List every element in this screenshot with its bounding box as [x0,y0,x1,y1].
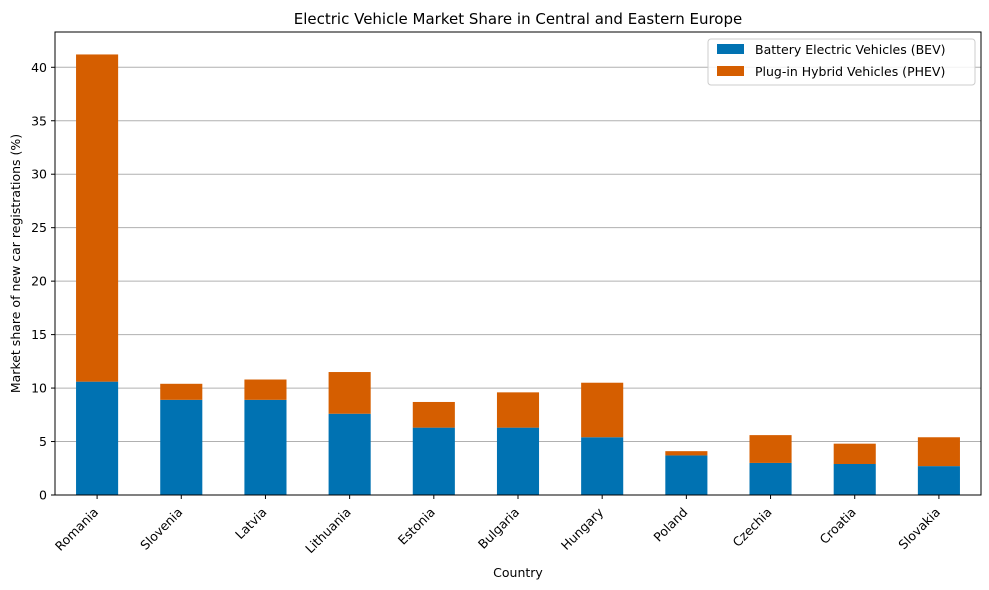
bar-bev-slovenia [160,399,203,495]
bar-phev-poland [665,451,708,456]
y-tick-label: 10 [31,381,47,396]
x-tick-label: Poland [650,505,690,545]
bar-phev-lithuania [328,372,371,414]
x-tick-label: Czechia [729,505,774,550]
bar-phev-hungary [581,382,624,438]
legend-label-bev: Battery Electric Vehicles (BEV) [755,42,946,57]
gridlines [55,66,981,443]
bar-phev-czechia [749,435,792,463]
y-tick-label: 5 [39,434,47,449]
bar-bev-bulgaria [496,427,540,495]
bar-phev-estonia [412,401,455,428]
x-tick-label: Estonia [395,505,438,548]
bar-bev-lithuania [328,413,371,495]
legend-box [707,38,976,86]
x-tick-label: Hungary [558,504,607,553]
y-tick-label: 35 [31,113,47,128]
x-tick-label: Romania [52,505,101,554]
bar-bev-romania [76,381,119,495]
y-tick-label: 25 [31,220,47,235]
y-axis-title: Market share of new car registrations (%… [8,134,23,393]
bar-bev-latvia [244,399,287,495]
x-axis-title: Country [493,565,543,580]
bar-bev-czechia [749,462,792,495]
bar-phev-latvia [244,379,287,400]
bar-phev-croatia [833,443,876,464]
y-tick-label: 30 [31,167,47,182]
bar-bev-poland [665,455,708,495]
y-tick-label: 20 [31,274,47,289]
bar-phev-slovakia [917,437,960,467]
bar-phev-romania [76,54,119,382]
x-tick-label: Lithuania [302,505,354,557]
y-tick-label: 0 [39,488,47,503]
x-tick-label: Slovenia [137,505,185,553]
y-axis: 0 5 10 15 20 25 30 35 40 [31,60,55,503]
y-tick-label: 15 [31,327,47,342]
x-tick-label: Croatia [816,505,858,547]
bar-bev-estonia [412,427,455,495]
x-tick-label: Bulgaria [475,505,522,552]
bar-bev-hungary [581,437,624,495]
bars [76,54,960,495]
y-tick-label: 40 [31,60,47,75]
bar-bev-croatia [833,463,876,495]
chart-title: Electric Vehicle Market Share in Central… [294,10,742,28]
legend-swatch-bev [717,44,744,54]
legend: Battery Electric Vehicles (BEV) Plug-in … [707,38,976,86]
bar-phev-bulgaria [496,392,540,428]
legend-swatch-phev [717,66,744,76]
bar-bev-slovakia [917,466,960,495]
bar-phev-slovenia [160,383,203,400]
x-tick-label: Latvia [232,505,270,543]
x-tick-label: Slovakia [895,505,943,553]
legend-label-phev: Plug-in Hybrid Vehicles (PHEV) [755,64,945,79]
x-axis: Romania Slovenia Latvia Lithuania Estonia Bul… [52,495,943,556]
